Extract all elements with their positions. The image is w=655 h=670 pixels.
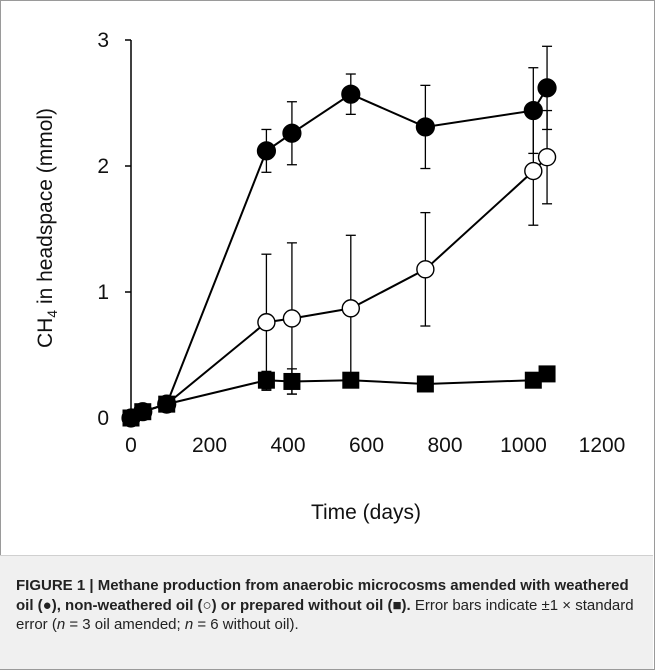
data-point-filled-circle <box>282 123 302 143</box>
data-point-open-circle <box>416 260 435 279</box>
y-tick-label: 3 <box>97 29 109 52</box>
x-tick-label: 0 <box>125 434 137 457</box>
data-point-square <box>524 371 542 389</box>
data-point-square <box>134 403 152 421</box>
data-point-filled-circle <box>415 117 435 137</box>
data-point-square <box>257 371 275 389</box>
caption-title: FIGURE 1 | Methane production from anaer… <box>16 577 629 614</box>
series-line-0 <box>130 87 548 419</box>
y-tick-label: 0 <box>97 407 109 430</box>
caption-n: n <box>184 616 194 633</box>
data-point-square <box>416 375 434 393</box>
figure-caption: FIGURE 1 | Methane production from anaer… <box>16 576 646 635</box>
data-point-open-circle <box>257 313 276 332</box>
caption-box <box>0 555 653 669</box>
chart-series <box>121 45 557 428</box>
data-point-open-circle <box>537 147 557 167</box>
series-line-1 <box>130 156 548 419</box>
data-point-square <box>538 365 556 383</box>
data-point-square <box>158 395 176 413</box>
data-point-filled-circle <box>537 78 557 98</box>
x-tick-label: 200 <box>192 434 227 457</box>
x-tick-label: 400 <box>270 434 305 457</box>
data-point-square <box>342 371 360 389</box>
y-tick-label: 1 <box>97 281 109 304</box>
y-tick-label: 2 <box>97 155 109 178</box>
methane-chart: 0 1 2 3 0 200 400 600 800 1000 1200 Time (days) CH… <box>34 29 625 524</box>
caption-text: Error bars indicate ±1 × standard error … <box>16 596 634 634</box>
data-point-filled-circle <box>341 84 361 104</box>
data-point-open-circle <box>524 161 543 181</box>
data-point-filled-circle <box>256 141 277 161</box>
data-point-open-circle <box>341 299 360 318</box>
caption-text: = 6 without oil). <box>193 616 299 633</box>
caption-text: = 3 oil amended; <box>65 616 185 633</box>
data-point-filled-circle <box>523 100 543 121</box>
x-tick-label: 800 <box>427 434 462 457</box>
y-axis-label: CH4 in headspace (mmol) <box>34 108 60 348</box>
x-tick-label: 1200 <box>579 434 626 457</box>
series-line-2 <box>130 372 548 419</box>
caption-n: n <box>56 616 66 633</box>
x-axis-label: Time (days) <box>311 501 421 524</box>
x-tick-label: 600 <box>349 434 384 457</box>
x-tick-label: 1000 <box>500 434 547 457</box>
chart-axes: 0 1 2 3 0 200 400 600 800 1000 1200 <box>97 29 625 457</box>
data-point-open-circle <box>282 309 302 328</box>
data-point-square <box>283 372 301 390</box>
